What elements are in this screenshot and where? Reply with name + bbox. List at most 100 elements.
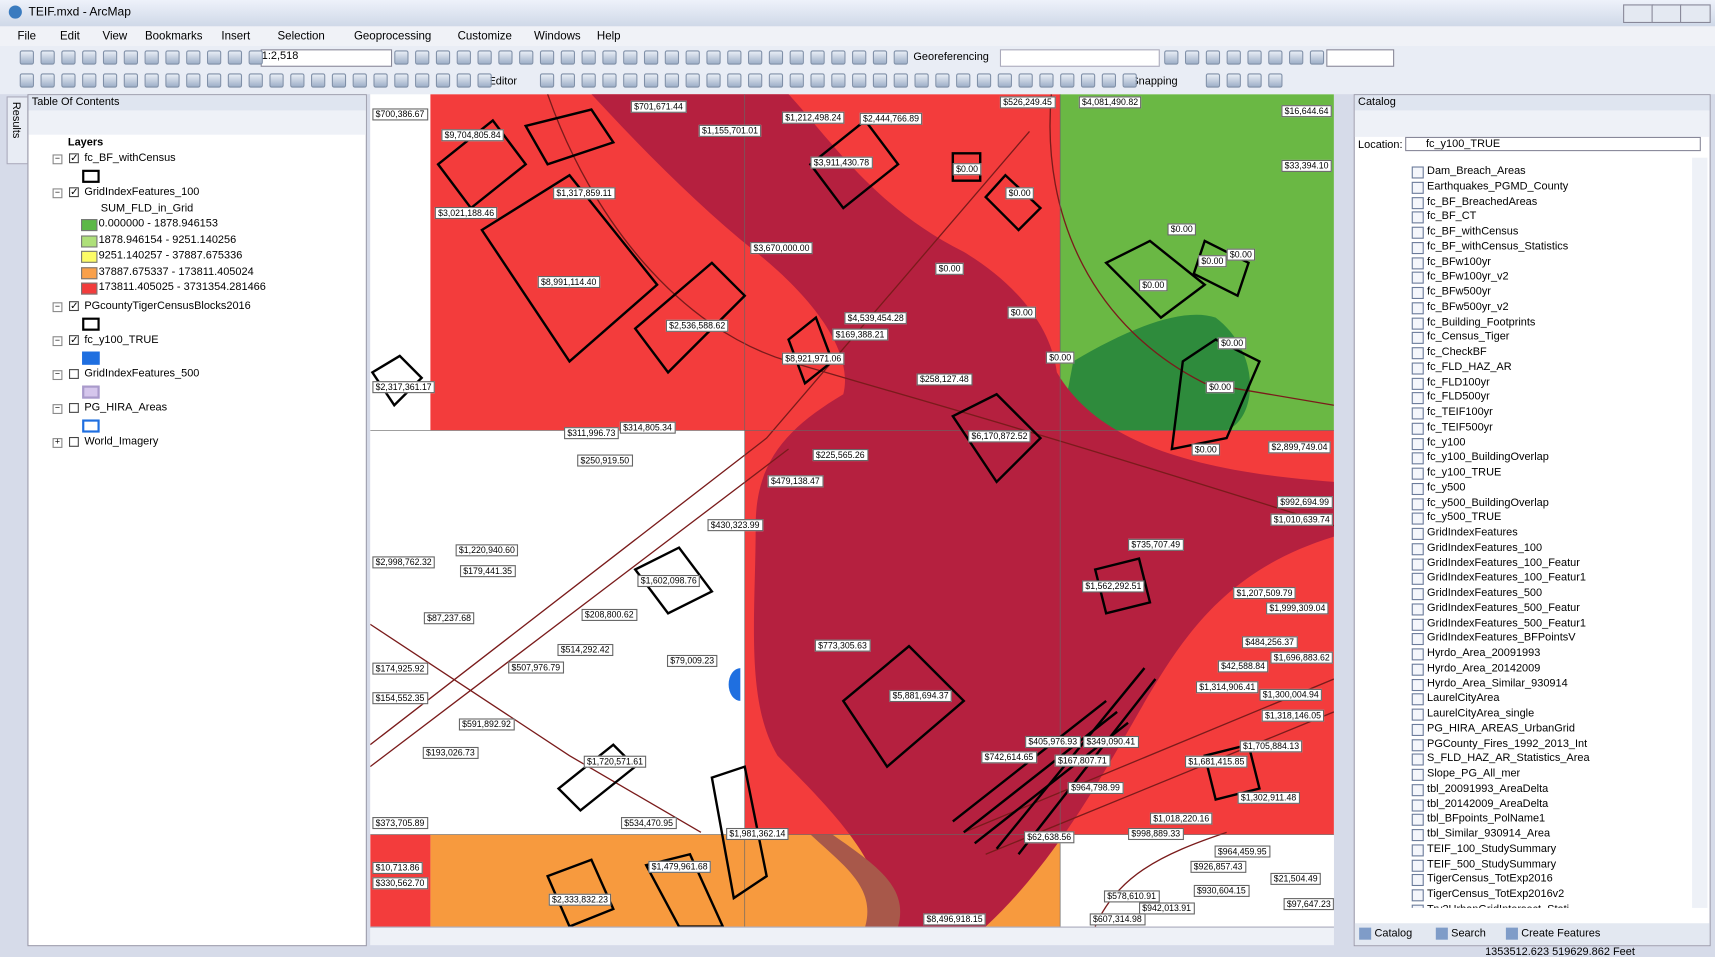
menu-item[interactable]: Help (596, 29, 621, 43)
tool-button[interactable] (102, 73, 118, 88)
tool-button[interactable] (1268, 50, 1283, 65)
tool-button[interactable] (706, 73, 721, 88)
tool-button[interactable] (581, 50, 596, 65)
catalog-item[interactable]: LaurelCityArea_single (1427, 707, 1535, 720)
catalog-tab[interactable]: Catalog (1374, 927, 1413, 940)
tool-button[interactable] (477, 73, 492, 88)
catalog-item[interactable]: fc_FLD_HAZ_AR (1427, 361, 1512, 374)
catalog-item[interactable]: PG_HIRA_AREAS_UrbanGrid (1427, 722, 1575, 735)
catalog-item[interactable]: TigerCensus_TotExp2016 (1427, 873, 1553, 886)
menu-item[interactable]: Windows (534, 29, 581, 43)
tool-button[interactable] (40, 73, 55, 88)
tool-button[interactable] (1226, 50, 1241, 65)
catalog-item[interactable]: GridIndexFeatures_100 (1427, 541, 1543, 554)
tool-button[interactable] (352, 73, 367, 88)
tool-button[interactable] (581, 73, 596, 88)
tool-button[interactable] (102, 50, 118, 65)
map-view[interactable]: $700,386.67 $9,704,805.84 $701,671.44 $1,15… (370, 94, 1334, 927)
tool-button[interactable] (789, 73, 804, 88)
catalog-item[interactable]: fc_BF_withCensus (1427, 225, 1519, 238)
layer-checkbox[interactable] (68, 402, 79, 413)
catalog-item[interactable]: TigerCensus_TotExp2016v2 (1427, 888, 1565, 901)
tool-button[interactable] (82, 73, 97, 88)
catalog-item[interactable]: Try2UrbanGridIntersect_Stati (1427, 903, 1569, 908)
rotate-box[interactable] (1326, 49, 1395, 67)
catalog-item[interactable]: fc_FLD100yr (1427, 376, 1490, 389)
catalog-item[interactable]: fc_BFw500yr_v2 (1427, 300, 1509, 313)
layer-name[interactable]: GridIndexFeatures_100 (84, 186, 200, 199)
layer-name[interactable]: fc_y100_TRUE (84, 333, 159, 346)
tool-button[interactable] (976, 73, 992, 88)
menu-item[interactable]: Bookmarks (144, 29, 203, 43)
tool-button[interactable] (872, 50, 888, 65)
georeferencing-menu[interactable]: Georeferencing (913, 51, 989, 64)
tool-button[interactable] (706, 50, 721, 65)
restore-button[interactable] (1651, 4, 1683, 23)
map-scrollbar[interactable] (370, 926, 1334, 946)
layer-checkbox[interactable]: ✓ (68, 186, 79, 198)
catalog-item[interactable]: S_FLD_HAZ_AR_Statistics_Area (1427, 752, 1590, 765)
tool-button[interactable] (186, 73, 201, 88)
tool-button[interactable] (1039, 73, 1054, 88)
tool-button[interactable] (123, 73, 138, 88)
tool-button[interactable] (685, 50, 700, 65)
tool-button[interactable] (373, 73, 388, 88)
tool-button[interactable] (623, 73, 638, 88)
catalog-item[interactable]: fc_y100_BuildingOverlap (1427, 451, 1549, 464)
catalog-item[interactable]: fc_Census_Tiger (1427, 331, 1510, 344)
catalog-item[interactable]: TEIF_100_StudySummary (1427, 843, 1557, 856)
tool-button[interactable] (435, 50, 451, 65)
tool-button[interactable] (1060, 73, 1075, 88)
tool-button[interactable] (1122, 73, 1137, 88)
tool-button[interactable] (1164, 50, 1179, 65)
tool-button[interactable] (1205, 50, 1221, 65)
catalog-item[interactable]: GridIndexFeatures (1427, 526, 1518, 539)
tool-button[interactable] (852, 73, 867, 88)
layer-combo[interactable] (999, 49, 1160, 67)
tool-button[interactable] (1226, 73, 1241, 88)
tool-button[interactable] (82, 50, 97, 65)
tool-button[interactable] (893, 50, 908, 65)
tool-button[interactable] (311, 73, 326, 88)
tool-button[interactable] (435, 73, 451, 88)
tool-button[interactable] (727, 50, 742, 65)
tool-button[interactable] (831, 50, 846, 65)
catalog-item[interactable]: Slope_PG_All_mer (1427, 767, 1521, 780)
layer-checkbox[interactable]: ✓ (68, 152, 79, 164)
tool-button[interactable] (602, 50, 617, 65)
catalog-item[interactable]: fc_BFw500yr (1427, 285, 1491, 298)
tool-button[interactable] (477, 50, 492, 65)
snapping-menu[interactable]: Snapping (1131, 75, 1178, 88)
catalog-item[interactable]: fc_TEIF500yr (1427, 421, 1493, 434)
catalog-item[interactable]: GridIndexFeatures_500_Featur1 (1427, 617, 1586, 630)
tool-button[interactable] (415, 73, 430, 88)
tool-button[interactable] (997, 73, 1012, 88)
tool-button[interactable] (748, 73, 763, 88)
catalog-item[interactable]: Hyrdo_Area_20091993 (1427, 647, 1541, 660)
catalog-item[interactable]: tbl_20091993_AreaDelta (1427, 782, 1549, 795)
layer-checkbox[interactable] (68, 436, 79, 447)
layer-name[interactable]: PG_HIRA_Areas (84, 401, 168, 414)
tool-button[interactable] (498, 50, 513, 65)
catalog-item[interactable]: fc_BFw100yr (1427, 255, 1491, 268)
tool-button[interactable] (61, 50, 76, 65)
tool-button[interactable] (290, 73, 305, 88)
menu-item[interactable]: Edit (60, 29, 80, 43)
tool-button[interactable] (1185, 50, 1200, 65)
tool-button[interactable] (144, 50, 159, 65)
tool-button[interactable] (186, 50, 201, 65)
tool-button[interactable] (643, 50, 659, 65)
catalog-item[interactable]: fc_BFw100yr_v2 (1427, 270, 1509, 283)
catalog-item[interactable]: Hyrdo_Area_20142009 (1427, 662, 1541, 675)
tool-button[interactable] (810, 50, 825, 65)
tool-button[interactable] (935, 73, 950, 88)
layer-name[interactable]: PGcountyTigerCensusBlocks2016 (84, 299, 251, 312)
tool-button[interactable] (123, 50, 138, 65)
tool-button[interactable] (1205, 73, 1221, 88)
tool-button[interactable] (1247, 50, 1262, 65)
catalog-item[interactable]: fc_y100 (1427, 436, 1466, 449)
tool-button[interactable] (61, 73, 76, 88)
tool-button[interactable] (893, 73, 908, 88)
tool-button[interactable] (768, 73, 784, 88)
scale-box[interactable]: 1:2,518 (260, 49, 393, 67)
